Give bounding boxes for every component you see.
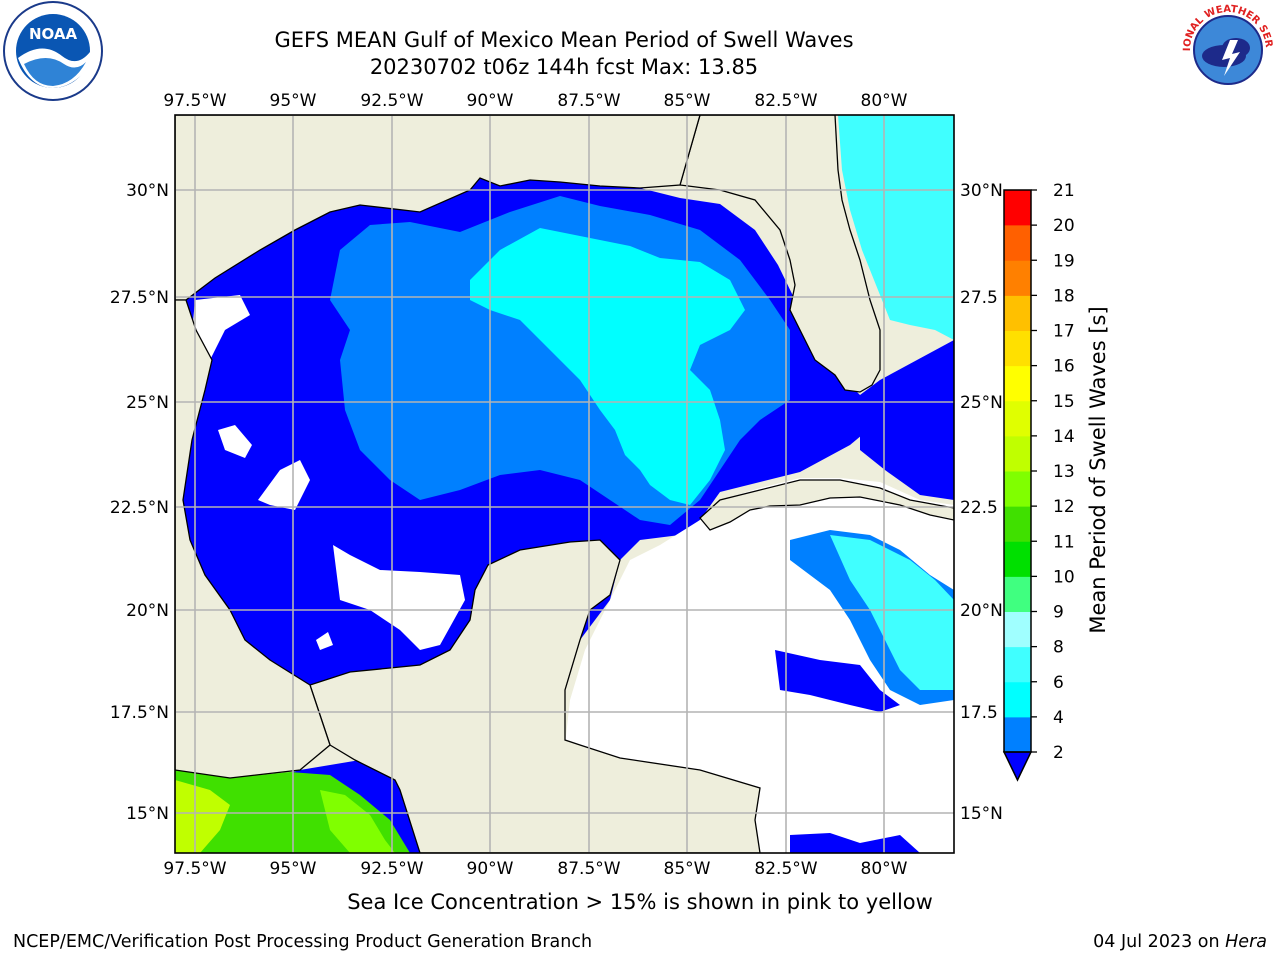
colorbar-segment xyxy=(1004,295,1031,331)
map-subtitle: 20230702 t06z 144h fcst Max: 13.85 xyxy=(369,55,759,79)
lat-label-left: 17.5°N xyxy=(110,703,169,723)
lon-label-top: 80°W xyxy=(861,91,908,111)
lon-label-bottom: 92.5°W xyxy=(360,859,423,879)
lon-label-top: 90°W xyxy=(467,91,514,111)
lat-label-right: 20°N xyxy=(960,601,1003,621)
caribbean-period-2-4 xyxy=(775,650,900,712)
map-frame xyxy=(174,114,955,854)
noaa-logo: NOAA xyxy=(3,1,103,101)
colorbar-extend-arrow xyxy=(1002,751,1033,782)
colorbar-tick-label: 8 xyxy=(1053,638,1064,658)
colorbar-tick-label: 2 xyxy=(1053,743,1064,763)
colorbar-segment xyxy=(1004,400,1031,437)
footer-date-text: 04 Jul 2023 on xyxy=(1093,932,1226,952)
lon-label-bottom: 85°W xyxy=(664,859,711,879)
colorbar-tick-label: 4 xyxy=(1053,708,1064,728)
sea-ice-note: Sea Ice Concentration > 15% is shown in … xyxy=(347,890,933,914)
colorbar-label: Mean Period of Swell Waves [s] xyxy=(1086,306,1110,633)
lon-label-top: 85°W xyxy=(664,91,711,111)
lon-label-bottom: 97.5°W xyxy=(163,859,226,879)
colorbar-tick-label: 16 xyxy=(1053,357,1075,377)
map-grid xyxy=(175,115,954,853)
cuba-land xyxy=(699,479,954,531)
lat-label-right: 15°N xyxy=(960,804,1003,824)
pacific-swell-band-lightgreen xyxy=(320,790,395,853)
map-figure: 97.5°W 95°W 92.5°W 90°W 87.5°W 85°W 82.5… xyxy=(110,91,1110,879)
lon-labels-bottom: 97.5°W 95°W 92.5°W 90°W 87.5°W 85°W 82.5… xyxy=(163,859,907,879)
colorbar-tick-label: 21 xyxy=(1053,181,1075,201)
lon-label-top: 97.5°W xyxy=(163,91,226,111)
lat-label-left: 22.5°N xyxy=(110,498,169,518)
colorbar-segment xyxy=(1004,471,1031,507)
lat-label-left: 30°N xyxy=(126,181,169,201)
lon-label-top: 82.5°W xyxy=(754,91,817,111)
colorbar-segment xyxy=(1004,611,1031,648)
colorbar-segment xyxy=(1004,190,1031,226)
lat-label-right: 25°N xyxy=(960,393,1003,413)
lat-label-left: 25°N xyxy=(126,393,169,413)
lon-label-top: 87.5°W xyxy=(557,91,620,111)
yucatan-land xyxy=(309,539,761,853)
colorbar-segment xyxy=(1004,365,1031,402)
colorbar-segment xyxy=(1004,576,1031,612)
colorbar: 2 4 6 8 9 10 11 12 13 14 15 16 17 18 19 20 21 xyxy=(1002,181,1075,782)
lat-labels-right: 30°N 27.5 25°N 22.5 20°N 17.5 15°N xyxy=(960,181,1003,824)
lat-label-left: 20°N xyxy=(126,601,169,621)
colorbar-tick-label: 12 xyxy=(1053,497,1075,517)
lat-label-left: 27.5°N xyxy=(110,288,169,308)
lon-label-bottom: 82.5°W xyxy=(754,859,817,879)
colorbar-segment xyxy=(1004,260,1031,296)
colorbar-segment xyxy=(1004,681,1031,718)
lon-label-bottom: 87.5°W xyxy=(557,859,620,879)
lon-label-top: 95°W xyxy=(270,91,317,111)
colorbar-tick-label: 13 xyxy=(1053,462,1075,482)
footer-host: Hera xyxy=(1225,932,1267,952)
lat-label-right: 17.5 xyxy=(960,703,998,723)
lat-label-right: 22.5 xyxy=(960,498,998,518)
colorbar-tick-label: 15 xyxy=(1053,392,1075,412)
lon-label-bottom: 95°W xyxy=(270,859,317,879)
footer-date: 04 Jul 2023 on Hera xyxy=(1093,932,1267,952)
noaa-logo-text: NOAA xyxy=(29,25,78,43)
colorbar-tick-label: 20 xyxy=(1053,216,1075,236)
mexico-land xyxy=(175,299,331,779)
colorbar-tick-label: 19 xyxy=(1053,251,1075,271)
colorbar-segment xyxy=(1004,716,1031,753)
colorbar-segment xyxy=(1004,330,1031,367)
colorbar-segment xyxy=(1004,435,1031,472)
nws-logo: NATIONAL WEATHER SERVICE xyxy=(1178,0,1276,98)
colorbar-tick-label: 18 xyxy=(1053,286,1075,306)
florida-land xyxy=(679,115,881,393)
atlantic-water xyxy=(838,115,954,340)
colorbar-segment xyxy=(1004,225,1031,261)
footer-credit: NCEP/EMC/Verification Post Processing Pr… xyxy=(13,932,593,952)
caribbean-period-6-8 xyxy=(830,535,954,690)
caribbean-south-blue xyxy=(790,833,920,853)
pacific-swell-band-yellow xyxy=(175,780,230,853)
lat-label-right: 27.5 xyxy=(960,288,998,308)
lat-label-right: 30°N xyxy=(960,181,1003,201)
colorbar-segment xyxy=(1004,646,1031,683)
lon-labels-top: 97.5°W 95°W 92.5°W 90°W 87.5°W 85°W 82.5… xyxy=(163,91,907,111)
lon-label-bottom: 90°W xyxy=(467,859,514,879)
colorbar-tick-label: 14 xyxy=(1053,427,1075,447)
colorbar-segment xyxy=(1004,541,1031,577)
colorbar-tick-label: 9 xyxy=(1053,603,1064,623)
lon-label-bottom: 80°W xyxy=(861,859,908,879)
map-title: GEFS MEAN Gulf of Mexico Mean Period of … xyxy=(274,28,854,52)
lon-label-top: 92.5°W xyxy=(360,91,423,111)
colorbar-tick-label: 6 xyxy=(1053,673,1064,693)
lat-label-left: 15°N xyxy=(126,804,169,824)
lat-labels-left: 30°N 27.5°N 25°N 22.5°N 20°N 17.5°N 15°N xyxy=(110,181,169,824)
map-plot-area xyxy=(175,115,954,853)
colorbar-tick-label: 10 xyxy=(1053,567,1075,587)
colorbar-segment xyxy=(1004,506,1031,542)
colorbar-tick-label: 11 xyxy=(1053,532,1075,552)
colorbar-tick-label: 17 xyxy=(1053,322,1075,342)
